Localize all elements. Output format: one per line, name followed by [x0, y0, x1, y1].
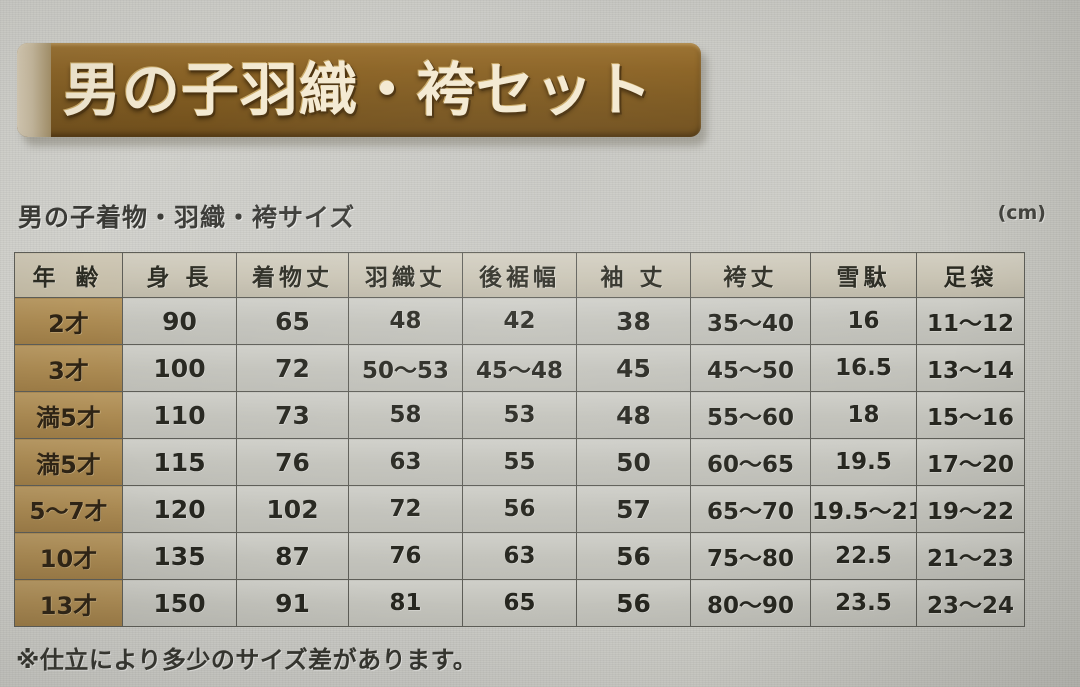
cell-height: 90: [122, 297, 237, 345]
cell-sleeve-length: 50: [576, 438, 691, 486]
cell-haori-length: 76: [348, 532, 463, 580]
cell-kimono-length: 65: [236, 297, 349, 345]
cell-haori-length: 58: [348, 391, 463, 439]
cell-tabi: 19～22: [916, 485, 1025, 533]
cell-tabi: 17～20: [916, 438, 1025, 486]
cell-back-hem: 42: [462, 297, 577, 345]
banner-title-text: 男の子羽織・袴セット: [63, 56, 654, 124]
cell-age: 満5才: [14, 438, 123, 486]
cell-setta: 23.5: [810, 579, 917, 627]
column-header-tabi-socks: 足袋: [916, 252, 1025, 298]
cell-back-hem: 56: [462, 485, 577, 533]
cell-setta: 16.5: [810, 344, 917, 392]
cell-hakama-length: 35～40: [690, 297, 811, 345]
cell-tabi: 13～14: [916, 344, 1025, 392]
table-row: 2才 90 65 48 42 38 35～40 16 11～12: [14, 297, 1025, 345]
column-header-back-hem-width: 後裾幅: [462, 252, 577, 298]
subtitle-text: 男の子着物・羽織・袴サイズ: [18, 203, 356, 232]
cell-tabi: 11～12: [916, 297, 1025, 345]
cell-haori-length: 63: [348, 438, 463, 486]
table-body: 2才 90 65 48 42 38 35～40 16 11～12 3才 100 …: [14, 297, 1025, 627]
cell-haori-length: 48: [348, 297, 463, 345]
cell-setta: 19.5: [810, 438, 917, 486]
cell-sleeve-length: 45: [576, 344, 691, 392]
cell-setta: 22.5: [810, 532, 917, 580]
cell-age: 3才: [14, 344, 123, 392]
cell-kimono-length: 102: [236, 485, 349, 533]
title-banner: 男の子羽織・袴セット: [17, 43, 707, 146]
column-header-age: 年 齢: [14, 252, 123, 298]
table-row: 13才 150 91 81 65 56 80～90 23.5 23～24: [14, 579, 1025, 627]
cell-height: 100: [122, 344, 237, 392]
table-row: 5～7才 120 102 72 56 57 65～70 19.5～21 19～2…: [14, 485, 1025, 533]
cell-tabi: 23～24: [916, 579, 1025, 627]
cell-height: 120: [122, 485, 237, 533]
footnote-text: ※仕立により多少のサイズ差があります。: [16, 646, 478, 674]
cell-age: 2才: [14, 297, 123, 345]
cell-back-hem: 63: [462, 532, 577, 580]
cell-back-hem: 45～48: [462, 344, 577, 392]
cell-hakama-length: 80～90: [690, 579, 811, 627]
cell-kimono-length: 76: [236, 438, 349, 486]
table-row: 10才 135 87 76 63 56 75～80 22.5 21～23: [14, 532, 1025, 580]
cell-back-hem: 55: [462, 438, 577, 486]
cell-age: 10才: [14, 532, 123, 580]
unit-label: (cm): [997, 202, 1046, 224]
cell-back-hem: 53: [462, 391, 577, 439]
cell-setta: 19.5～21: [810, 485, 917, 533]
cell-hakama-length: 45～50: [690, 344, 811, 392]
cell-setta: 18: [810, 391, 917, 439]
table-row: 3才 100 72 50～53 45～48 45 45～50 16.5 13～1…: [14, 344, 1025, 392]
column-header-hakama-length: 袴丈: [690, 252, 811, 298]
cell-kimono-length: 91: [236, 579, 349, 627]
cell-age: 満5才: [14, 391, 123, 439]
column-header-height: 身 長: [122, 252, 237, 298]
cell-height: 110: [122, 391, 237, 439]
cell-height: 115: [122, 438, 237, 486]
cell-haori-length: 81: [348, 579, 463, 627]
cell-hakama-length: 60～65: [690, 438, 811, 486]
column-header-setta-sandal: 雪駄: [810, 252, 917, 298]
table-row: 満5才 115 76 63 55 50 60～65 19.5 17～20: [14, 438, 1025, 486]
table-row: 満5才 110 73 58 53 48 55～60 18 15～16: [14, 391, 1025, 439]
cell-sleeve-length: 48: [576, 391, 691, 439]
cell-kimono-length: 73: [236, 391, 349, 439]
cell-sleeve-length: 56: [576, 532, 691, 580]
banner-left-cap: [17, 43, 51, 137]
cell-haori-length: 50～53: [348, 344, 463, 392]
cell-tabi: 21～23: [916, 532, 1025, 580]
cell-hakama-length: 65～70: [690, 485, 811, 533]
cell-sleeve-length: 57: [576, 485, 691, 533]
cell-back-hem: 65: [462, 579, 577, 627]
table-header-row: 年 齢 身 長 着物丈 羽織丈 後裾幅 袖 丈 袴丈 雪駄 足袋: [14, 252, 1025, 298]
column-header-sleeve-length: 袖 丈: [576, 252, 691, 298]
cell-haori-length: 72: [348, 485, 463, 533]
cell-height: 150: [122, 579, 237, 627]
cell-hakama-length: 75～80: [690, 532, 811, 580]
size-table: 年 齢 身 長 着物丈 羽織丈 後裾幅 袖 丈 袴丈 雪駄 足袋 2才 90 6…: [14, 252, 1025, 627]
cell-hakama-length: 55～60: [690, 391, 811, 439]
cell-sleeve-length: 38: [576, 297, 691, 345]
size-table-container: 年 齢 身 長 着物丈 羽織丈 後裾幅 袖 丈 袴丈 雪駄 足袋 2才 90 6…: [14, 252, 1025, 627]
cell-kimono-length: 72: [236, 344, 349, 392]
cell-age: 5～7才: [14, 485, 123, 533]
cell-setta: 16: [810, 297, 917, 345]
column-header-kimono-length: 着物丈: [236, 252, 349, 298]
cell-age: 13才: [14, 579, 123, 627]
cell-tabi: 15～16: [916, 391, 1025, 439]
column-header-haori-length: 羽織丈: [348, 252, 463, 298]
cell-kimono-length: 87: [236, 532, 349, 580]
cell-sleeve-length: 56: [576, 579, 691, 627]
cell-height: 135: [122, 532, 237, 580]
